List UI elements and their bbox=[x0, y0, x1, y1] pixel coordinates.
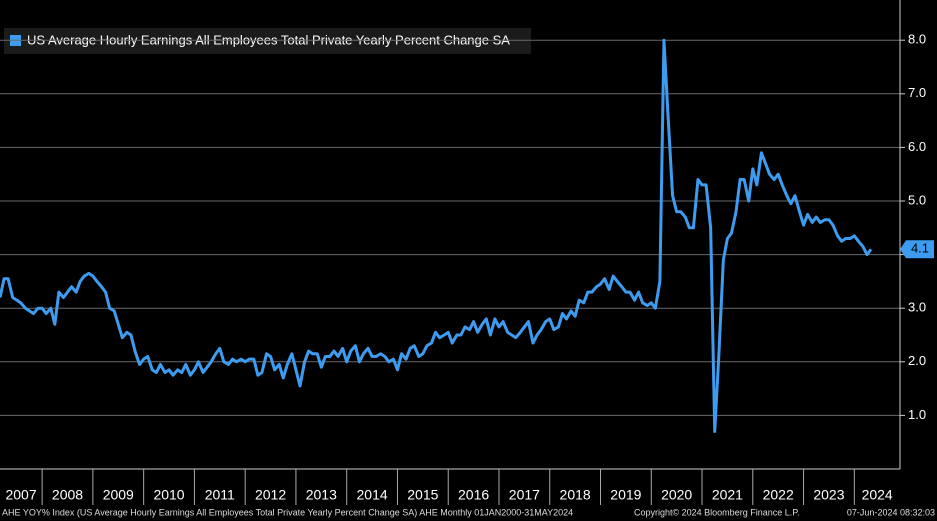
series-line bbox=[0, 38, 873, 433]
x-tick-label: 2016 bbox=[458, 487, 489, 503]
x-tick-label: 2014 bbox=[357, 487, 388, 503]
x-tick-label: 2017 bbox=[509, 487, 540, 503]
y-tick-label: 7.0 bbox=[908, 85, 926, 100]
x-tick-label: 2021 bbox=[712, 487, 743, 503]
footer-left: AHE YOY% Index (US Average Hourly Earnin… bbox=[2, 507, 573, 517]
y-tick-label: 6.0 bbox=[908, 139, 926, 154]
x-tick-label: 2008 bbox=[52, 487, 83, 503]
y-tick-label: 1.0 bbox=[908, 407, 926, 422]
last-value-box bbox=[900, 240, 934, 259]
x-tick-label: 2024 bbox=[862, 487, 893, 503]
x-tick-label: 2009 bbox=[103, 487, 134, 503]
legend-box bbox=[4, 28, 531, 54]
footer-center: Copyright© 2024 Bloomberg Finance L.P. bbox=[634, 507, 800, 517]
x-tick-label: 2011 bbox=[205, 487, 235, 503]
x-tick-label: 2019 bbox=[610, 487, 641, 503]
x-tick-label: 2023 bbox=[813, 487, 844, 503]
x-tick-label: 2010 bbox=[153, 487, 184, 503]
x-tick-label: 2022 bbox=[763, 487, 794, 503]
footer-right: 07-Jun-2024 08:32:03 bbox=[847, 507, 935, 517]
x-tick-label: 2012 bbox=[255, 487, 286, 503]
y-tick-label: 8.0 bbox=[908, 32, 926, 47]
x-tick-label: 2007 bbox=[5, 487, 36, 503]
y-tick-label: 3.0 bbox=[908, 300, 926, 315]
x-tick-label: 2018 bbox=[560, 487, 591, 503]
last-value-label: 4.1 bbox=[911, 241, 929, 256]
x-tick-label: 2013 bbox=[306, 487, 337, 503]
x-tick-label: 2015 bbox=[407, 487, 438, 503]
y-tick-label: 5.0 bbox=[908, 192, 926, 207]
x-tick-label: 2020 bbox=[661, 487, 692, 503]
y-tick-label: 2.0 bbox=[908, 353, 926, 368]
